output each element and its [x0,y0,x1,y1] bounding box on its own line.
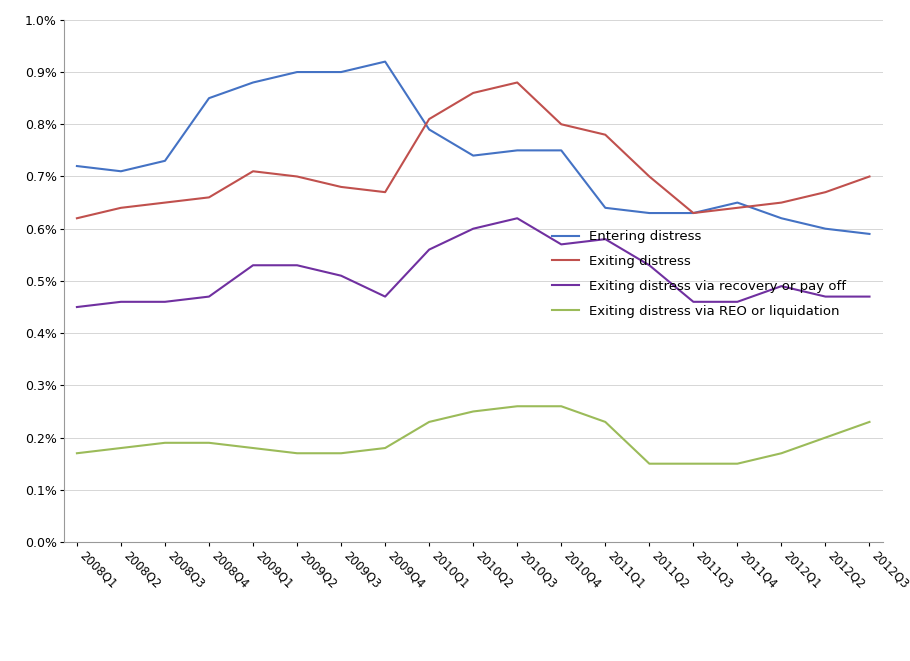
Exiting distress via recovery or pay off [204,293,215,301]
Entering distress [72,162,83,170]
Entering distress [776,214,787,222]
Entering distress [644,209,655,217]
Exiting distress via recovery or pay off [424,246,435,254]
Exiting distress [72,214,83,222]
Exiting distress via recovery or pay off [72,303,83,311]
Exiting distress [600,131,611,139]
Exiting distress [248,167,258,175]
Exiting distress via REO or liquidation [468,407,479,416]
Entering distress [468,151,479,159]
Entering distress [116,167,126,175]
Exiting distress via REO or liquidation [820,434,831,442]
Exiting distress via REO or liquidation [379,444,390,452]
Exiting distress via REO or liquidation [116,444,126,452]
Exiting distress [820,188,831,196]
Exiting distress via recovery or pay off [379,293,390,301]
Exiting distress [688,209,699,217]
Entering distress [511,146,522,154]
Legend: Entering distress, Exiting distress, Exiting distress via recovery or pay off, E: Entering distress, Exiting distress, Exi… [547,225,852,323]
Line: Exiting distress via recovery or pay off: Exiting distress via recovery or pay off [77,218,869,307]
Exiting distress [511,79,522,87]
Exiting distress via REO or liquidation [776,449,787,457]
Entering distress [159,157,170,165]
Exiting distress [204,194,215,202]
Entering distress [556,146,567,154]
Exiting distress via REO or liquidation [732,460,743,468]
Exiting distress via REO or liquidation [291,449,302,457]
Entering distress [864,230,875,238]
Exiting distress via REO or liquidation [688,460,699,468]
Exiting distress [336,183,347,191]
Entering distress [600,204,611,212]
Exiting distress via recovery or pay off [159,298,170,306]
Entering distress [820,225,831,233]
Exiting distress [379,188,390,196]
Exiting distress via REO or liquidation [424,418,435,426]
Entering distress [204,94,215,102]
Exiting distress via REO or liquidation [159,439,170,447]
Exiting distress via recovery or pay off [556,241,567,249]
Entering distress [291,68,302,76]
Entering distress [688,209,699,217]
Exiting distress via REO or liquidation [72,449,83,457]
Exiting distress via recovery or pay off [336,272,347,280]
Exiting distress via recovery or pay off [116,298,126,306]
Exiting distress via recovery or pay off [291,261,302,269]
Exiting distress [116,204,126,212]
Exiting distress via REO or liquidation [556,403,567,410]
Exiting distress via REO or liquidation [644,460,655,468]
Line: Entering distress: Entering distress [77,61,869,234]
Exiting distress [291,173,302,180]
Entering distress [732,198,743,206]
Exiting distress via recovery or pay off [688,298,699,306]
Exiting distress via REO or liquidation [864,418,875,426]
Exiting distress via recovery or pay off [511,214,522,222]
Entering distress [336,68,347,76]
Exiting distress via recovery or pay off [864,293,875,301]
Exiting distress via recovery or pay off [468,225,479,233]
Exiting distress [644,173,655,180]
Entering distress [248,79,258,87]
Exiting distress [556,120,567,128]
Line: Exiting distress: Exiting distress [77,83,869,218]
Exiting distress [159,198,170,206]
Exiting distress via REO or liquidation [600,418,611,426]
Exiting distress [468,89,479,97]
Exiting distress via REO or liquidation [204,439,215,447]
Exiting distress via recovery or pay off [644,261,655,269]
Exiting distress [864,173,875,180]
Exiting distress via REO or liquidation [248,444,258,452]
Entering distress [379,58,390,65]
Exiting distress [424,115,435,123]
Line: Exiting distress via REO or liquidation: Exiting distress via REO or liquidation [77,407,869,464]
Exiting distress via REO or liquidation [336,449,347,457]
Exiting distress [776,198,787,206]
Exiting distress via recovery or pay off [732,298,743,306]
Exiting distress via REO or liquidation [511,403,522,410]
Exiting distress [732,204,743,212]
Exiting distress via recovery or pay off [776,282,787,290]
Exiting distress via recovery or pay off [820,293,831,301]
Entering distress [424,126,435,134]
Exiting distress via recovery or pay off [600,235,611,243]
Exiting distress via recovery or pay off [248,261,258,269]
